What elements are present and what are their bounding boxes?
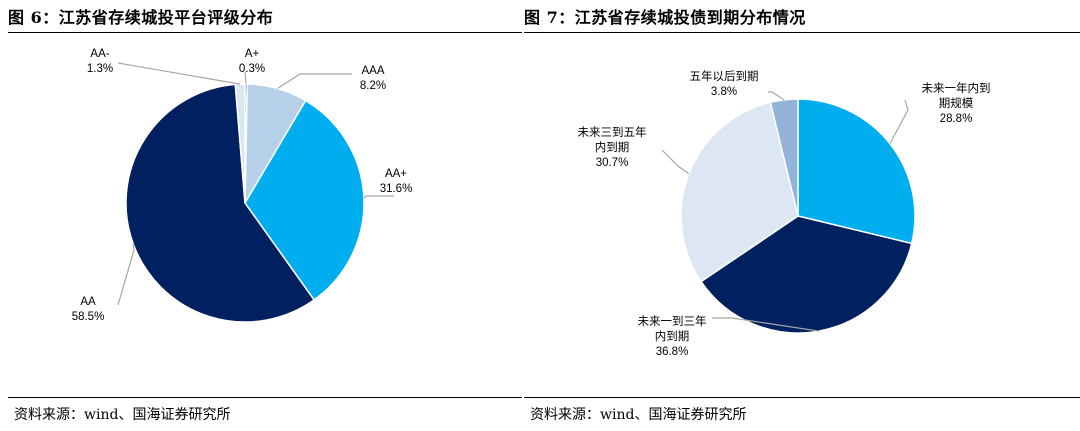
title-rule	[8, 32, 522, 33]
slice-value: 30.7%	[596, 157, 629, 169]
slice-value: 36.8%	[656, 346, 689, 358]
slice-label: 期规模	[939, 96, 974, 110]
slice-value: 3.8%	[711, 86, 737, 98]
slice-value: 1.3%	[87, 63, 113, 75]
pie-slice	[769, 98, 799, 217]
slice-label: 内到期	[595, 140, 630, 154]
leader-line	[889, 99, 909, 144]
slice-label: 五年以后到期	[690, 69, 759, 83]
chart-title: 图 6：江苏省存续城投平台评级分布	[8, 8, 274, 27]
leader-line	[244, 71, 247, 85]
pie-slice	[125, 83, 316, 323]
slice-value: 31.6%	[380, 183, 413, 195]
slice-value: 58.5%	[72, 311, 105, 323]
left-chart-panel: 图 6：江苏省存续城投平台评级分布 A+ 0.3% AAA 8.2% AA+ 31.6% A…	[0, 0, 530, 431]
slice-label: 未来一年内到	[922, 81, 991, 95]
leader-line	[712, 317, 819, 332]
chart-title: 图 7：江苏省存续城投债到期分布情况	[524, 8, 806, 27]
source-rule	[524, 397, 1080, 398]
leader-line	[768, 91, 785, 101]
slice-label: 未来一到三年	[638, 314, 707, 328]
slice-label: AA-	[90, 48, 109, 60]
slice-value: 8.2%	[360, 80, 386, 92]
rating-pie-chart: A+ 0.3% AAA 8.2% AA+ 31.6% AA 58.5% AA- 1.3%	[72, 48, 413, 323]
leader-line	[277, 73, 352, 90]
slice-label: 未来三到五年	[578, 125, 647, 139]
pie-slice	[244, 99, 365, 301]
pie-slice	[700, 215, 913, 334]
slice-label: AAA	[361, 65, 384, 77]
source-note: 资料来源：wind、国海证券研究所	[14, 407, 231, 423]
slice-value: 28.8%	[940, 113, 973, 125]
slice-label: AA	[80, 296, 96, 308]
leader-line	[363, 195, 394, 199]
slice-value: 0.3%	[239, 63, 265, 75]
source-rule	[8, 397, 522, 398]
title-rule	[524, 32, 1080, 33]
slice-label: AA+	[385, 168, 407, 180]
right-chart-panel: 图 7：江苏省存续城投债到期分布情况 未来一年内到 期规模 28.8% 未来一到三年内…	[524, 0, 1080, 431]
leader-line	[661, 149, 690, 175]
leader-line	[117, 62, 241, 85]
source-note: 资料来源：wind、国海证券研究所	[530, 407, 747, 423]
maturity-pie-chart: 未来一年内到期规模28.8%未来一到三年内到期36.8%未来三到五年内到期30.…	[578, 69, 991, 358]
slice-label: A+	[245, 48, 260, 60]
slice-label: 内到期	[655, 329, 690, 343]
leader-line	[117, 243, 135, 306]
